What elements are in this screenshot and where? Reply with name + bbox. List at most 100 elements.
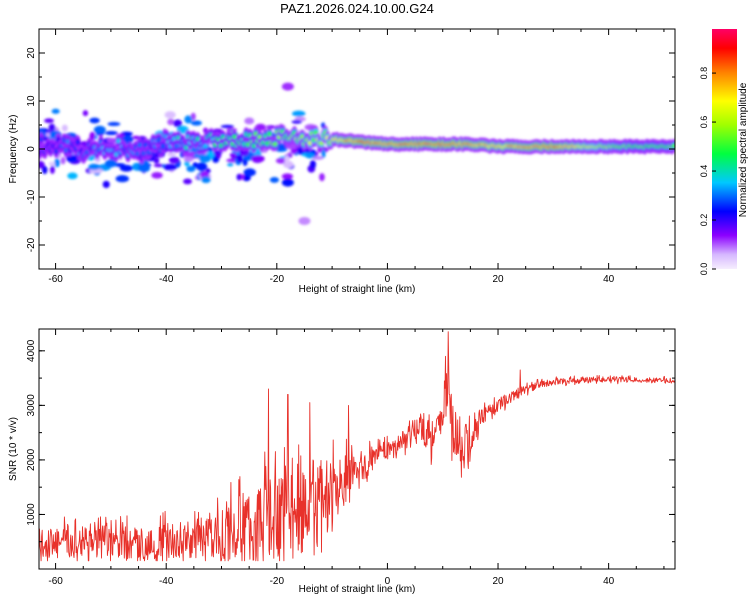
x-tick-label: -20 — [270, 274, 285, 285]
spectrogram-noise-cell — [42, 165, 48, 175]
spectrogram-noise-cell — [291, 120, 303, 124]
spectrogram-ridge-core — [267, 131, 272, 136]
spectrogram-noise-cell — [49, 165, 55, 174]
spectrogram-noise-cell — [269, 176, 280, 183]
spectrogram-noise-cell — [243, 168, 256, 177]
spectrogram-blob — [281, 82, 294, 91]
y-tick-label: 2000 — [26, 448, 37, 471]
spectrogram-noise-cell — [67, 172, 78, 180]
spectrogram-noise-cell — [88, 163, 101, 171]
spectrogram-ridge-core — [160, 143, 166, 149]
y-tick-label: 3000 — [26, 394, 37, 417]
spectrogram-ridge-core — [671, 143, 675, 149]
spectrogram-noise-cell — [236, 173, 242, 181]
spectrogram-x-ticks: -60 -40 -20 0 20 40 — [48, 29, 665, 285]
spectrogram-noise-cell — [106, 137, 118, 143]
spectrogram-noise-cell — [244, 117, 255, 125]
spectrogram-noise-cell — [163, 163, 177, 171]
x-tick-label: 0 — [385, 576, 391, 587]
spectrogram-noise-cell — [183, 156, 194, 162]
snr-x-axis-label: Height of straight line (km) — [299, 584, 416, 595]
y-tick-label: 0 — [26, 146, 37, 152]
spectrogram-noise-cell — [291, 110, 306, 117]
snr-y-ticks: 1000 2000 3000 4000 — [26, 339, 675, 570]
snr-frame — [38, 328, 676, 570]
spectrogram-noise-cell — [276, 142, 285, 151]
spectrogram-cells — [39, 82, 675, 225]
spectrogram-ridge-core — [143, 142, 148, 148]
snr-x-ticks: -60 -40 -20 0 20 40 — [48, 329, 665, 587]
spectrogram-ridge-core — [251, 143, 257, 149]
spectrogram-blob — [298, 217, 311, 225]
spectrogram-noise-cell — [236, 154, 243, 163]
spectrogram-noise-cell — [60, 156, 66, 165]
y-tick-label: -20 — [26, 237, 37, 252]
spectrogram-noise-cell — [44, 118, 54, 124]
spectrogram-noise-cell — [102, 180, 110, 189]
spectrogram-noise-cell — [305, 152, 315, 159]
colorbar-label: Normalized spectral amplitude — [738, 82, 749, 217]
spectrogram-noise-cell — [312, 156, 324, 160]
spectrogram-noise-cell — [119, 164, 133, 172]
x-tick-label: -40 — [159, 274, 174, 285]
spectrogram-ridge-core — [156, 137, 162, 143]
spectrogram-noise-cell — [61, 124, 68, 132]
x-tick-label: 20 — [492, 576, 504, 587]
spectrogram-noise-cell — [229, 152, 237, 158]
y-tick-label: 10 — [26, 95, 37, 107]
spectrogram-ridge-core — [195, 136, 200, 142]
x-tick-label: -60 — [48, 274, 63, 285]
spectrogram-noise-cell — [284, 155, 290, 165]
colorbar-tick-label: 0.0 — [699, 263, 709, 276]
spectrogram-noise-cell — [309, 160, 317, 169]
spectrogram-noise-cell — [184, 160, 190, 167]
spectrogram-noise-cell — [251, 155, 265, 163]
x-tick-label: 40 — [603, 274, 615, 285]
spectrogram-noise-cell — [173, 119, 183, 128]
spectrogram-noise-cell — [151, 171, 163, 179]
spectrogram-noise-cell — [220, 124, 234, 129]
spectrogram-noise-cell — [167, 118, 175, 126]
x-tick-label: 0 — [385, 274, 391, 285]
colorbar-tick-label: 0.6 — [699, 116, 709, 129]
spectrogram-noise-cell — [227, 162, 234, 167]
spectrogram-noise-cell — [184, 115, 193, 124]
snr-panel: -60 -40 -20 0 20 40 1000 2000 3000 4000 Height o… — [8, 328, 676, 595]
x-tick-label: 40 — [603, 576, 615, 587]
spectrogram-noise-cell — [153, 163, 165, 168]
y-tick-label: -10 — [26, 189, 37, 204]
x-tick-label: -60 — [48, 576, 63, 587]
spectrogram-ridge-core — [232, 134, 237, 140]
spectrogram-noise-cell — [153, 157, 160, 164]
y-tick-label: 20 — [26, 47, 37, 59]
spectrogram-noise-cell — [82, 110, 89, 117]
spectrogram-blob — [121, 135, 134, 144]
spectrogram-panel: -60 -40 -20 0 20 40 -20 -10 0 10 20 Height of str… — [8, 28, 676, 295]
spectrogram-noise-cell — [196, 162, 208, 171]
figure-title: PAZ1.2026.024.10.00.G24 — [280, 1, 434, 16]
spectrogram-noise-cell — [321, 149, 326, 159]
spectrogram-noise-cell — [164, 111, 176, 119]
spectrogram-ridge-core — [75, 139, 80, 145]
spectrogram-x-axis-label: Height of straight line (km) — [299, 284, 416, 295]
spectrogram-noise-cell — [51, 108, 60, 114]
spectrogram-noise-cell — [186, 165, 196, 172]
spectrogram-noise-cell — [107, 122, 121, 127]
spectrogram-ridge-core — [54, 148, 59, 154]
spectrogram-noise-cell — [190, 120, 202, 126]
spectrogram-noise-cell — [54, 158, 60, 168]
snr-series-line — [39, 331, 675, 562]
spectrogram-noise-cell — [201, 176, 211, 184]
x-tick-label: 20 — [492, 274, 504, 285]
spectrogram-blob — [198, 154, 211, 163]
spectrogram-blob — [104, 159, 117, 168]
colorbar-tick-label: 0.8 — [699, 67, 709, 80]
colorbar-ticks: 0.0 0.2 0.4 0.6 0.8 — [699, 67, 716, 275]
spectrogram-blob — [281, 178, 294, 187]
colorbar-tick-label: 0.2 — [699, 214, 709, 227]
spectrogram-noise-cell — [167, 153, 177, 157]
spectrogram-noise-cell — [281, 173, 294, 180]
spectrogram-y-ticks: -20 -10 0 10 20 — [26, 28, 675, 270]
spectrogram-noise-cell — [319, 173, 325, 182]
spectrogram-ridge-core — [183, 145, 189, 150]
